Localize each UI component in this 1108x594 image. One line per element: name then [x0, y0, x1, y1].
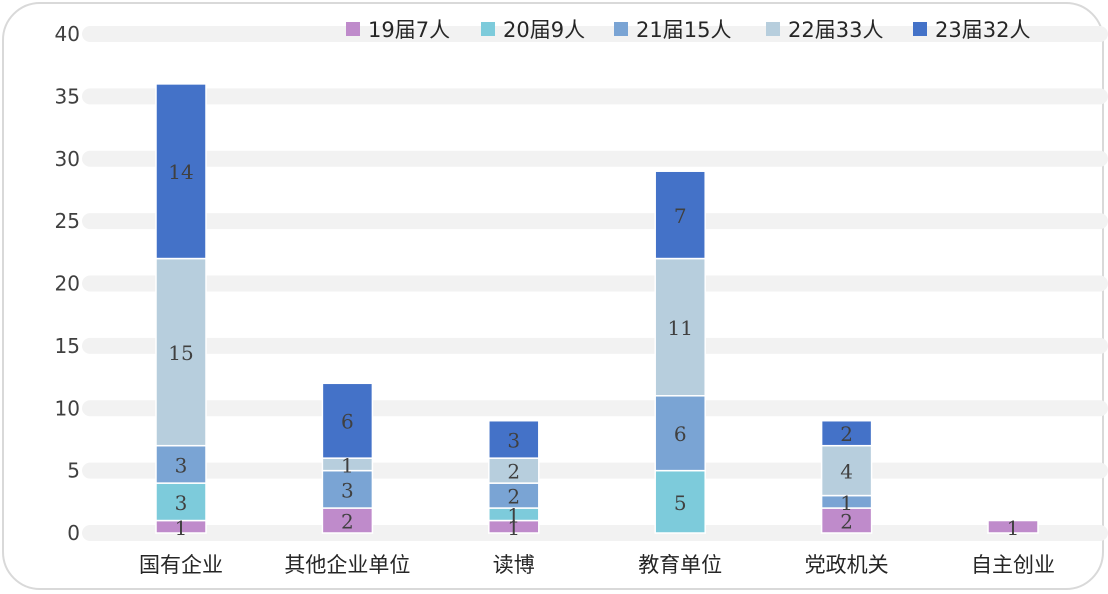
data-label: 14 — [168, 160, 193, 184]
bar-segment — [155, 83, 207, 260]
bar-segment — [321, 507, 374, 534]
data-label: 2 — [341, 510, 354, 534]
y-tick-label: 10 — [55, 396, 80, 420]
legend: 19届7人 20届9人 21届15人 22届33人 23届32人 — [346, 18, 1030, 42]
legend-label: 23届32人 — [935, 18, 1030, 42]
y-tick-label: 25 — [55, 209, 80, 233]
bar-segment — [820, 419, 873, 447]
data-label: 2 — [507, 460, 520, 484]
x-category-label: 国有企业 — [139, 553, 223, 577]
y-tick-label: 5 — [67, 459, 80, 483]
legend-swatch — [913, 22, 927, 36]
y-tick-label: 35 — [55, 84, 80, 108]
data-label: 1 — [840, 491, 853, 515]
bar-segment — [654, 257, 706, 397]
data-label: 3 — [175, 453, 188, 477]
x-category-label: 自主创业 — [971, 553, 1055, 577]
data-label: 1 — [507, 503, 520, 527]
data-label: 1 — [175, 516, 188, 540]
y-tick-label: 20 — [55, 272, 80, 296]
y-axis: 0 5 10 15 20 25 30 35 40 — [55, 22, 80, 545]
bar-segment — [488, 419, 540, 459]
legend-label: 20届9人 — [503, 18, 585, 42]
data-label: 6 — [341, 410, 354, 434]
data-label: 3 — [507, 428, 520, 452]
bar-segment — [654, 170, 706, 260]
data-label: 2 — [840, 510, 853, 534]
data-label: 3 — [341, 478, 354, 502]
x-category-label: 读博 — [493, 553, 535, 577]
legend-label: 22届33人 — [788, 18, 883, 42]
data-label: 2 — [507, 485, 520, 509]
legend-label: 19届7人 — [368, 18, 450, 42]
data-label: 6 — [674, 422, 687, 446]
data-label: 5 — [674, 491, 687, 515]
data-label: 7 — [674, 204, 687, 228]
x-category-label: 党政机关 — [805, 553, 889, 577]
data-label: 1 — [341, 453, 354, 477]
data-label: 2 — [840, 422, 853, 446]
data-label: 11 — [667, 316, 692, 340]
x-category-label: 其他企业单位 — [284, 553, 410, 577]
bar-segment — [987, 519, 1039, 534]
legend-label: 21届15人 — [636, 18, 731, 42]
x-category-label: 教育单位 — [638, 553, 722, 577]
data-label: 4 — [840, 460, 853, 484]
y-tick-label: 40 — [55, 22, 80, 46]
bar-segment — [321, 469, 374, 509]
bar-segment — [820, 444, 873, 497]
y-tick-label: 15 — [55, 334, 80, 358]
bar-segment — [321, 382, 374, 459]
legend-swatch — [481, 22, 495, 36]
y-tick-label: 30 — [55, 147, 80, 171]
y-tick-label: 0 — [67, 521, 80, 545]
bars — [155, 83, 1039, 534]
data-label: 3 — [175, 491, 188, 515]
data-label: 1 — [1007, 516, 1020, 540]
x-axis: 国有企业 其他企业单位 读博 教育单位 党政机关 自主创业 — [139, 553, 1055, 577]
data-label: 1 — [507, 516, 520, 540]
legend-swatch — [766, 22, 780, 36]
legend-swatch — [614, 22, 628, 36]
legend-swatch — [346, 22, 360, 36]
data-label: 15 — [168, 341, 193, 365]
gridlines — [82, 26, 1108, 541]
